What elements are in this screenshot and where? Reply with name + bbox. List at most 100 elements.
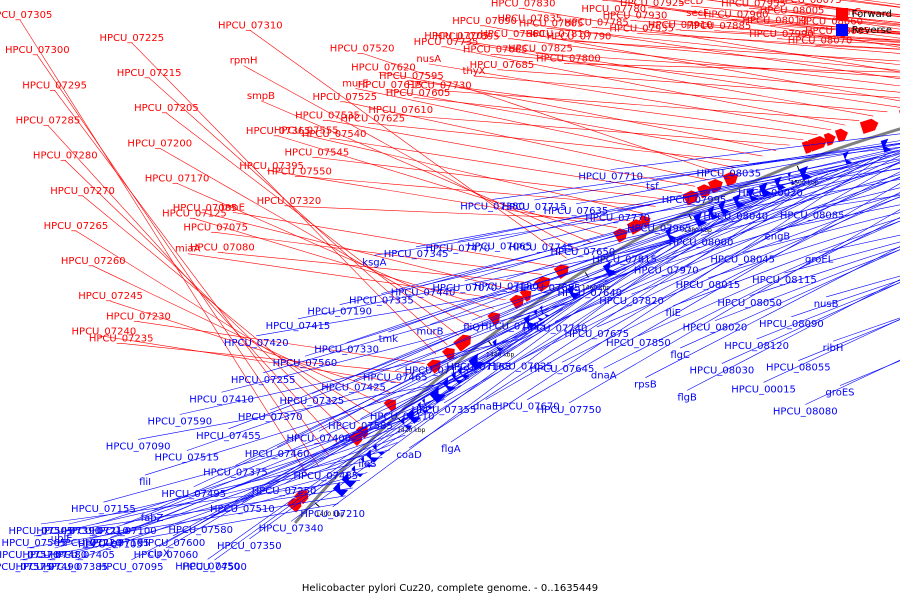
- forward-gene-label: HPCU_07735: [414, 37, 479, 48]
- forward-gene-label: rpmH: [230, 56, 258, 67]
- forward-leader-line: [456, 40, 874, 117]
- reverse-gene-label: HPCU_07850: [606, 338, 671, 349]
- forward-leader-line: [690, 5, 900, 27]
- reverse-gene-arrow: [421, 398, 433, 410]
- forward-gene-label: HPCU_07830: [491, 0, 556, 10]
- forward-leader-line: [418, 97, 804, 141]
- reverse-gene-label: HPCU_07210: [64, 526, 129, 537]
- reverse-leader-line: [96, 420, 421, 525]
- forward-gene-label: HPCU_07550: [267, 166, 332, 177]
- forward-leader-line: [495, 54, 900, 93]
- reverse-gene-label: HPCU_08045: [710, 255, 775, 266]
- reverse-leader-line: [249, 279, 608, 540]
- reverse-gene-label: HPCU_07370: [238, 412, 303, 423]
- reverse-leader-line: [436, 159, 869, 364]
- reverse-leader-line: [89, 427, 414, 537]
- reverse-leader-line: [638, 220, 900, 337]
- reverse-leader-line: [395, 180, 808, 371]
- legend: Forward Reverse: [835, 8, 892, 40]
- forward-gene-label: HPCU_07785: [564, 18, 629, 29]
- forward-gene-label: HPCU_07305: [0, 10, 52, 21]
- forward-leader-line: [159, 147, 471, 327]
- forward-gene-label: HPCU_07605: [386, 88, 451, 99]
- reverse-gene-label: HPCU_07600: [141, 538, 206, 549]
- forward-leader-line: [260, 100, 592, 243]
- reverse-gene-label: HPCU_07350: [217, 541, 282, 552]
- reverse-gene-arrow: [774, 176, 787, 191]
- forward-gene-label: HPCU_07245: [78, 291, 143, 302]
- forward-leader-line: [467, 41, 900, 108]
- reverse-leader-line: [554, 176, 900, 322]
- reverse-gene-label: HPCU_07440: [391, 288, 456, 299]
- reverse-gene-label: HPCU_07425: [321, 383, 386, 394]
- reverse-gene-label: HPCU_07220: [57, 538, 122, 549]
- forward-gene-label: thyX: [462, 66, 485, 77]
- reverse-gene-label: HPCU_08000: [669, 237, 734, 248]
- reverse-gene-label: HPCU_07355: [412, 405, 477, 416]
- reverse-leader-line: [673, 220, 900, 307]
- reverse-leader-line: [694, 158, 900, 194]
- map-title: Helicobacter pylori Cuz20, complete geno…: [301, 583, 599, 594]
- forward-gene-label: secD: [679, 0, 704, 7]
- reverse-leader-line: [561, 192, 900, 363]
- forward-leader-line: [355, 88, 736, 169]
- forward-leader-line: [512, 38, 900, 87]
- reverse-gene-label: HPCU_07675: [564, 329, 629, 340]
- tick-label: 1420 kbp: [397, 427, 425, 434]
- forward-leader-line: [523, 8, 900, 73]
- reverse-gene-label: HPCU_07345: [384, 249, 449, 260]
- reverse-gene-label: HPCU_07505: [9, 526, 74, 537]
- reverse-gene-label: fliI: [139, 477, 151, 488]
- reverse-gene-label: tsf: [646, 182, 659, 193]
- forward-gene-label: HPCU_07660: [480, 29, 545, 40]
- reverse-gene-label: HPCU_07635: [544, 206, 609, 217]
- reverse-gene-label: HPCU_07415: [266, 321, 331, 332]
- forward-leader-line: [707, 0, 900, 30]
- forward-gene-label: HPCU_07610: [368, 105, 433, 116]
- reverse-gene-arrow: [602, 261, 617, 277]
- forward-gene-label: HPCU_07705: [424, 31, 489, 42]
- reverse-gene-label: HPCU_07165: [446, 362, 511, 373]
- reverse-leader-line: [749, 246, 900, 297]
- forward-leader-line: [82, 195, 360, 424]
- reverse-leader-line: [700, 187, 900, 236]
- forward-gene-label: murE: [342, 78, 369, 89]
- reverse-gene-label: murB: [416, 327, 443, 338]
- reverse-leader-line: [214, 308, 563, 561]
- reverse-leader-line: [367, 196, 769, 458]
- reverse-gene-label: HPCU_07490: [15, 562, 80, 573]
- reverse-gene-arrow: [372, 443, 385, 456]
- reverse-gene-label: groEL: [805, 255, 834, 266]
- reverse-leader-line: [714, 249, 900, 322]
- reverse-leader-line: [360, 200, 759, 420]
- forward-gene-arrow: [519, 289, 532, 302]
- forward-gene-label: HPCU_07555: [274, 125, 339, 136]
- reverse-leader-line: [304, 237, 682, 357]
- reverse-leader-line: [735, 179, 900, 210]
- forward-leader-line: [613, 13, 900, 46]
- reverse-gene-label: HPCU_07515: [154, 453, 219, 464]
- forward-leader-line: [93, 265, 381, 404]
- forward-leader-line: [607, 0, 900, 39]
- reverse-leader-line: [596, 196, 900, 328]
- reverse-gene-label: HPCU_08055: [766, 363, 831, 374]
- reverse-gene-label: HPCU_08020: [683, 323, 748, 334]
- forward-leader-line: [362, 52, 722, 175]
- reverse-gene-label: HPCU_07815: [592, 255, 657, 266]
- forward-swatch: [835, 8, 848, 20]
- reverse-gene-label: HPCU_07470: [425, 243, 490, 254]
- reverse-leader-line: [221, 302, 572, 393]
- reverse-gene-label: HPCU_07670: [495, 402, 560, 413]
- forward-gene-label: miaA: [175, 244, 201, 255]
- reverse-gene-label: HPCU_08040: [703, 211, 768, 222]
- forward-gene-label: HPCU_07225: [99, 33, 164, 44]
- reverse-leader-line: [756, 282, 900, 340]
- forward-leader-line: [19, 19, 309, 478]
- reverse-gene-arrow: [693, 211, 708, 227]
- reverse-gene-label: HPCU_07645: [530, 364, 595, 375]
- reverse-leader-line: [332, 218, 720, 508]
- reverse-gene-label: HPCU_07460: [245, 449, 310, 460]
- genome-backbone: [293, 127, 900, 524]
- reverse-gene-label: HPCU_08090: [759, 319, 824, 330]
- reverse-gene-label: dnaA: [591, 370, 617, 381]
